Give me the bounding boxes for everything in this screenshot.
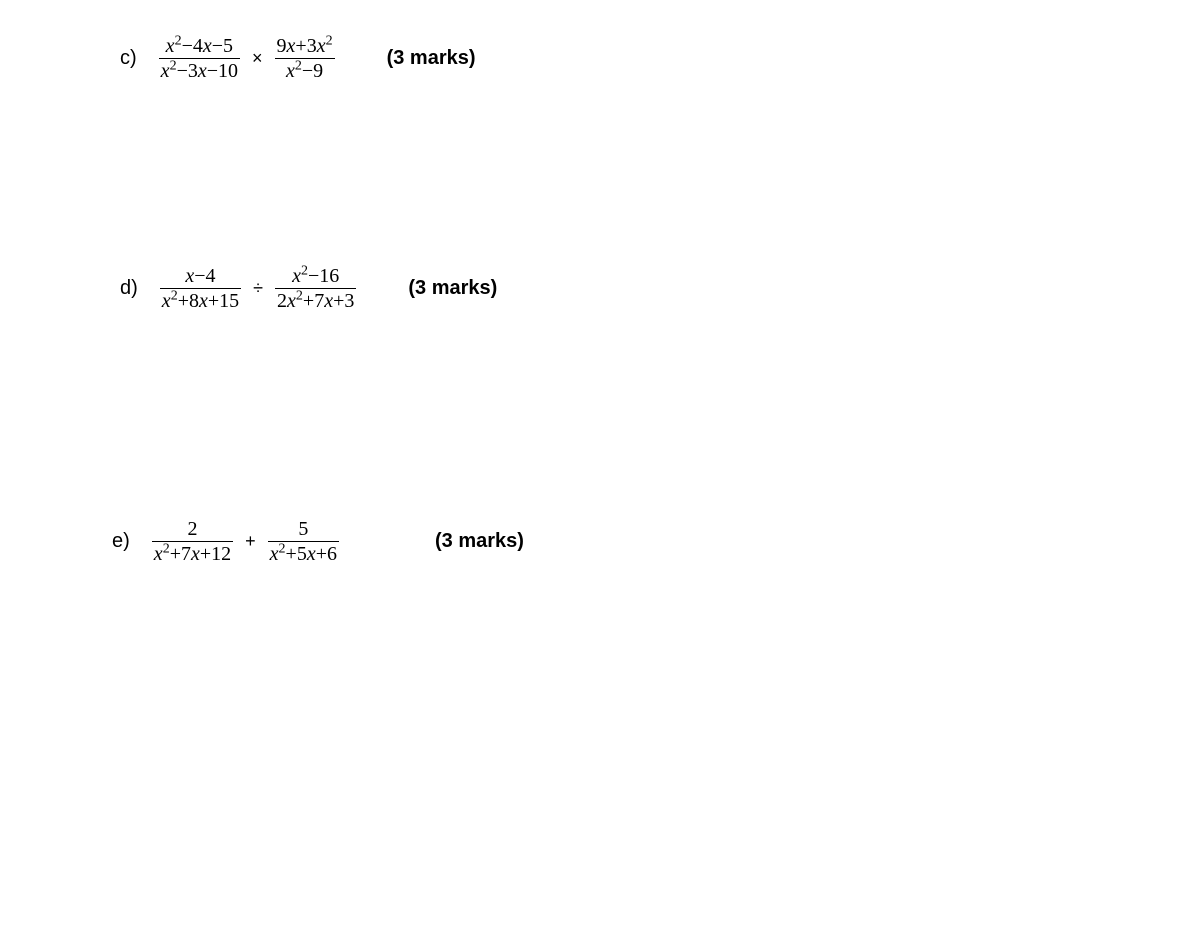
question-row-e: e) 2 x2+7x+12 + 5 x2+5x+6 (3 marks) — [112, 518, 524, 565]
fraction-rhs: x2−16 2x2+7x+3 — [275, 265, 356, 312]
fraction-lhs: x−4 x2+8x+15 — [160, 265, 241, 312]
fraction-lhs: 2 x2+7x+12 — [152, 518, 233, 565]
math-expression: x−4 x2+8x+15 ÷ x2−16 2x2+7x+3 — [156, 265, 361, 312]
denominator: 2x2+7x+3 — [275, 290, 356, 312]
question-row-c: c) x2−4x−5 x2−3x−10 × 9x+3x2 x2−9 (3 mar… — [120, 35, 476, 82]
fraction-bar — [275, 58, 335, 59]
marks-label: (3 marks) — [387, 47, 476, 70]
question-row-d: d) x−4 x2+8x+15 ÷ x2−16 2x2+7x+3 (3 mark… — [120, 265, 497, 312]
marks-label: (3 marks) — [435, 530, 524, 553]
math-expression: x2−4x−5 x2−3x−10 × 9x+3x2 x2−9 — [155, 35, 339, 82]
numerator: 9x+3x2 — [275, 35, 335, 57]
fraction-rhs: 5 x2+5x+6 — [268, 518, 339, 565]
numerator: x2−16 — [290, 265, 341, 287]
denominator: x2−3x−10 — [159, 60, 240, 82]
numerator: 5 — [296, 518, 310, 540]
denominator: x2+8x+15 — [160, 290, 241, 312]
numerator: x2−4x−5 — [164, 35, 235, 57]
math-expression: 2 x2+7x+12 + 5 x2+5x+6 — [148, 518, 343, 565]
numerator: 2 — [185, 518, 199, 540]
numerator: x−4 — [183, 265, 217, 287]
operator-plus-icon: + — [245, 531, 256, 552]
denominator: x2+5x+6 — [268, 543, 339, 565]
fraction-bar — [275, 288, 356, 289]
denominator: x2−9 — [284, 60, 325, 82]
fraction-lhs: x2−4x−5 x2−3x−10 — [159, 35, 240, 82]
question-label: c) — [120, 47, 137, 70]
question-label: d) — [120, 277, 138, 300]
denominator: x2+7x+12 — [152, 543, 233, 565]
operator-times-icon: × — [252, 48, 263, 69]
fraction-rhs: 9x+3x2 x2−9 — [275, 35, 335, 82]
marks-label: (3 marks) — [408, 277, 497, 300]
question-label: e) — [112, 530, 130, 553]
operator-divide-icon: ÷ — [253, 278, 263, 299]
